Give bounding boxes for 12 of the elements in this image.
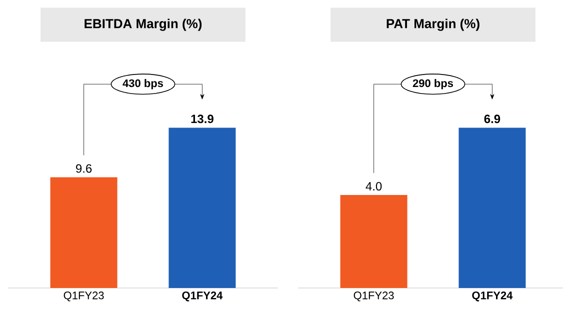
data-label: 13.9 — [191, 114, 214, 124]
data-label: 9.6 — [76, 164, 92, 173]
text: 430 bps — [122, 79, 164, 90]
x-tick-label: Q1FY24 — [182, 292, 223, 302]
x-tick-label: Q1FY23 — [354, 292, 394, 302]
x-tick-label: Q1FY23 — [64, 292, 104, 302]
data-label: 6.9 — [484, 114, 500, 124]
text: 290 bps — [412, 79, 454, 90]
data-label: 4.0 — [366, 182, 382, 191]
x-tick-label: Q1FY24 — [472, 292, 513, 302]
chart-title: EBITDA Margin (%) — [84, 18, 202, 31]
chart-title: PAT Margin (%) — [386, 18, 480, 31]
